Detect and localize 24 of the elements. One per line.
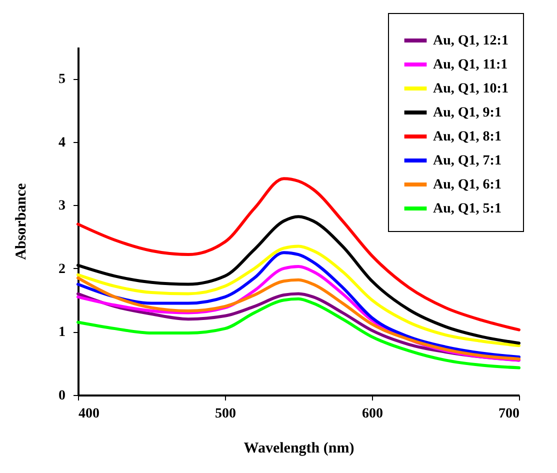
legend-label: Au, Q1, 8:1 — [433, 130, 502, 144]
y-tick-label: 2 — [58, 262, 66, 277]
x-axis-title: Wavelength (nm) — [244, 440, 354, 456]
legend-label: Au, Q1, 12:1 — [433, 34, 508, 48]
x-tick-label: 400 — [78, 406, 100, 422]
legend-label: Au, Q1, 9:1 — [433, 106, 502, 120]
x-tick-label: 700 — [498, 406, 520, 422]
line-series — [76, 177, 520, 332]
y-axis-title: Absorbance — [14, 182, 30, 260]
x-tick-label: 500 — [215, 406, 236, 422]
legend-label: Au, Q1, 11:1 — [433, 58, 508, 72]
legend-label: Au, Q1, 10:1 — [433, 82, 508, 96]
y-tick-label: 1 — [58, 325, 66, 340]
legend-label: Au, Q1, 6:1 — [433, 178, 502, 192]
legend-label: Au, Q1, 5:1 — [433, 202, 502, 216]
y-tick-label: 3 — [58, 198, 66, 214]
y-tick-label: 4 — [58, 135, 66, 150]
line-series — [76, 244, 520, 348]
x-tick-label: 600 — [362, 406, 383, 422]
line-series — [76, 297, 520, 370]
y-tick-label: 5 — [58, 72, 66, 88]
legend-label: Au, Q1, 7:1 — [433, 154, 502, 168]
line-series — [76, 251, 520, 359]
y-tick-label: 0 — [58, 388, 66, 404]
